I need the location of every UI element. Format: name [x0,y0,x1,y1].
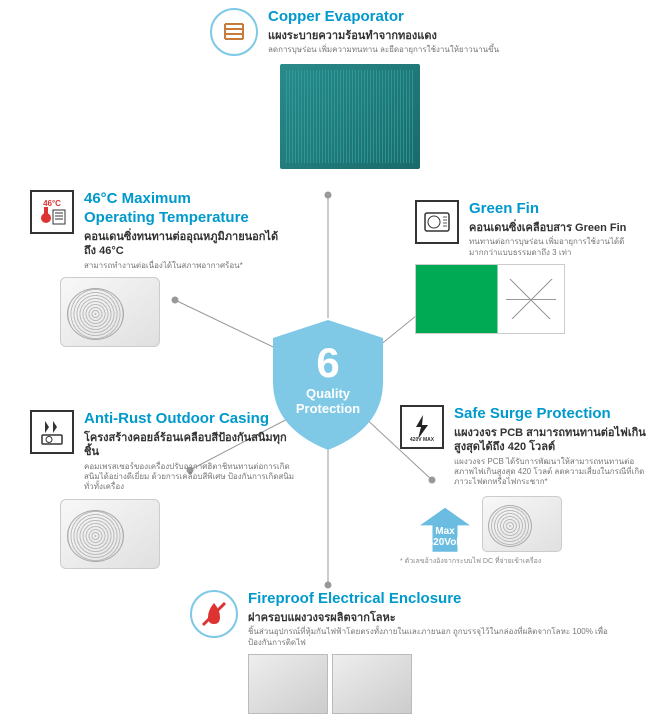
fin-icon [415,200,459,244]
shield-label-1: Quality [273,386,383,401]
feature-title: Copper Evaporator [268,8,499,26]
feature-desc: สามารถทำงานต่อเนื่องได้ในสภาพอากาศร้อน* [84,261,290,271]
feature-subtitle: ฝาครอบแผงวงจรผลิตจากโลหะ [248,611,610,625]
feature-safe-surge: 420V MAX Safe Surge Protection แผงวงจร P… [400,405,650,567]
feature-desc: แผงวงจร PCB ได้รับการพัฒนาให้สามารถทนทาน… [454,457,650,488]
droplet-shield-icon [30,410,74,454]
ac-unit-image [60,277,160,347]
feature-desc: ลดการบุษร่อน เพิ่มความทนทาน ละยืดอายุการ… [268,45,499,55]
feature-title: Fireproof Electrical Enclosure [248,590,610,608]
arrow-label-2: 420Volt [420,537,470,548]
footnote: * ตัวเลขอ้างอิงจากระบบไฟ DC ที่จ่ายเข้าเ… [400,556,650,567]
ac-unit-image [60,499,160,569]
feature-desc: คอมเพรสเซอร์ของเครื่องปรับอากาศฮิตาชิทนท… [84,462,300,493]
enclosure-image-2 [332,654,412,714]
coil-icon [210,8,258,56]
enclosure-image-1 [248,654,328,714]
enclosure-images [248,654,610,714]
feature-subtitle: แผงระบายความร้อนทำจากทองแดง [268,29,499,43]
feature-title: Safe Surge Protection [454,405,650,423]
no-fire-icon [190,590,238,638]
svg-text:420V MAX: 420V MAX [410,437,435,442]
feature-desc: ทนทานต่อการบุษร่อน เพิ่มอายุการใช้งานได้… [469,237,645,258]
ac-unit-image [482,496,562,552]
arrow-label-1: Max [420,526,470,537]
feature-title: Green Fin [469,200,645,218]
feature-subtitle: คอนเดนซิ่งทนทานต่ออุณหภูมิภายนอกได้ถึง 4… [84,230,290,259]
evaporator-image [280,64,420,169]
feature-title: Anti-Rust Outdoor Casing [84,410,300,428]
thermometer-icon: 46°C [30,190,74,234]
feature-copper-evaporator: Copper Evaporator แผงระบายความร้อนทำจากท… [210,8,590,169]
lightning-icon: 420V MAX [400,405,444,449]
max-volt-arrow: Max 420Volt [420,508,470,552]
feature-green-fin: Green Fin คอนเดนซิ่งเคลือบสาร Green Fin … [415,200,645,334]
feature-fireproof: Fireproof Electrical Enclosure ฝาครอบแผง… [190,590,610,714]
greenfin-image [415,264,565,334]
svg-text:46°C: 46°C [43,199,61,208]
feature-desc: ชิ้นส่วนอุปกรณ์ที่หุ้มกันไฟฟ้าโดยตรงทั้ง… [248,627,610,648]
feature-subtitle: โครงสร้างคอยล์ร้อนเคลือบสีป้องกันสนิมทุก… [84,431,300,460]
feature-max-temp: 46°C 46°C Maximum Operating Temperature … [30,190,290,347]
feature-subtitle: แผงวงจร PCB สามารถทนทานต่อไฟเกินสูงสุดได… [454,426,650,455]
shield-number: 6 [273,342,383,384]
infographic-root: 6 Quality Protection Copper Evaporator แ… [0,0,656,720]
feature-title-2: Operating Temperature [84,209,290,227]
feature-anti-rust: Anti-Rust Outdoor Casing โครงสร้างคอยล์ร… [30,410,300,569]
feature-subtitle: คอนเดนซิ่งเคลือบสาร Green Fin [469,221,645,235]
feature-title: 46°C Maximum [84,190,290,208]
